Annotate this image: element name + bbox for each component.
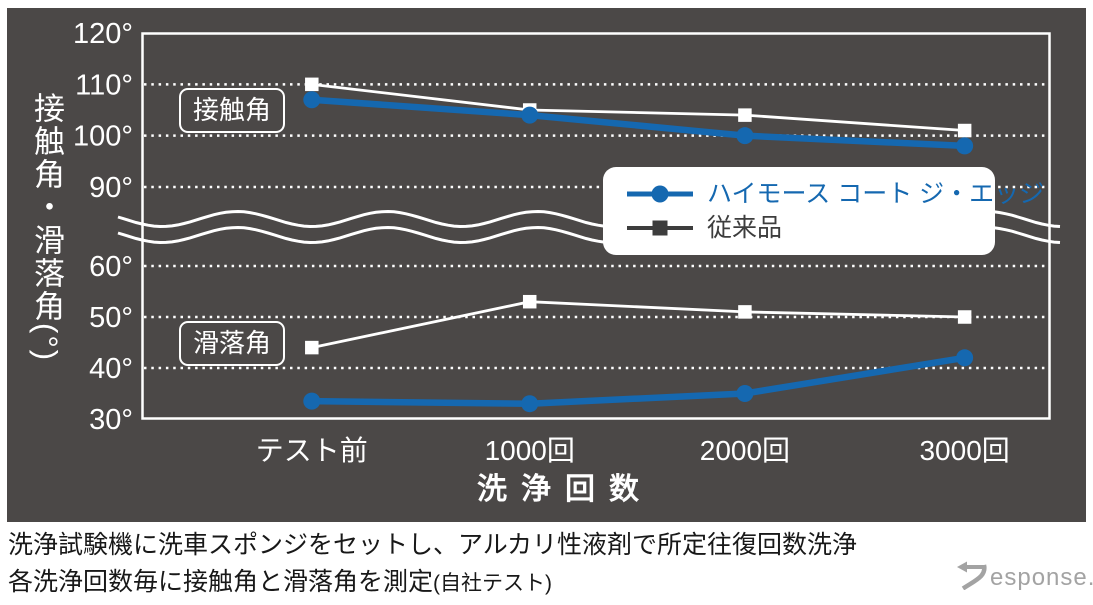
y-tick-40: 40° xyxy=(89,353,133,385)
y-tick-30: 30° xyxy=(89,404,133,436)
y-tick-60: 60° xyxy=(89,251,133,283)
chart-caption: 洗浄試験機に洗車スポンジをセットし、アルカリ性液剤で所定往復回数洗浄 各洗浄回数… xyxy=(8,527,857,602)
square-marker-icon xyxy=(305,77,319,92)
series-line-滑落角-conventional xyxy=(311,300,965,349)
chart-legend: ハイモース コート ジ・エッジ 従来品 xyxy=(603,167,1044,255)
chart-panel: 120° 110° 100° 90° 60° 50° 40° 30° テスト前 1000回 2000… xyxy=(7,8,1086,522)
square-marker-icon xyxy=(957,310,972,324)
square-marker-icon xyxy=(738,108,752,122)
circle-marker-icon xyxy=(303,91,321,109)
series-line-接触角-conventional xyxy=(311,82,965,132)
x-tick-3: 3000回 xyxy=(919,435,1009,466)
caption-note: (自社テスト) xyxy=(433,572,553,595)
sliding-angle-label: 滑落角 xyxy=(193,328,272,358)
square-marker-icon xyxy=(738,305,752,319)
circle-marker-icon xyxy=(736,385,754,402)
contact-angle-label-box: 接触角 xyxy=(179,88,286,133)
circle-marker-icon xyxy=(736,127,754,145)
legend-line-square-icon xyxy=(627,218,693,238)
response-logo-r-icon xyxy=(957,561,987,590)
legend-entry-conventional: 従来品 xyxy=(627,211,995,245)
square-marker-icon xyxy=(652,220,668,236)
contact-angle-label: 接触角 xyxy=(193,95,272,125)
legend-entry-himohs: ハイモース コート ジ・エッジ xyxy=(627,177,1044,211)
circle-marker-icon xyxy=(956,349,974,367)
sliding-angle-label-box: 滑落角 xyxy=(179,321,286,366)
y-tick-50: 50° xyxy=(89,302,133,334)
circle-marker-icon xyxy=(651,185,669,203)
y-tick-120: 120° xyxy=(73,18,133,50)
x-axis-title: 洗浄回数 xyxy=(477,473,653,506)
response-logo: esponse. xyxy=(952,558,1093,590)
circle-marker-icon xyxy=(956,137,974,155)
series-line-接触角-himohs xyxy=(311,96,965,150)
circle-marker-icon xyxy=(521,395,539,413)
caption-line-1: 洗浄試験機に洗車スポンジをセットし、アルカリ性液剤で所定往復回数洗浄 xyxy=(8,531,858,559)
y-tick-110: 110° xyxy=(75,69,133,101)
series-line-滑落角-himohs xyxy=(311,354,966,407)
circle-marker-icon xyxy=(521,106,539,124)
legend-label-conventional: 従来品 xyxy=(707,213,783,242)
circle-marker-icon xyxy=(303,392,321,410)
y-axis-title: 接触角・滑落角(°) xyxy=(29,92,64,363)
x-tick-0: テスト前 xyxy=(256,435,368,466)
chart-canvas: 120° 110° 100° 90° 60° 50° 40° 30° テスト前 1000回 2000… xyxy=(73,18,1061,466)
y-tick-100: 100° xyxy=(73,121,133,153)
response-logo-text: esponse. xyxy=(990,564,1093,591)
x-tick-2: 2000回 xyxy=(700,435,790,466)
square-marker-icon xyxy=(957,123,972,138)
y-tick-90: 90° xyxy=(89,172,133,204)
caption-line-2: 各洗浄回数毎に接触角と滑落角を測定(自社テスト) xyxy=(8,568,553,596)
legend-label-himohs: ハイモース コート ジ・エッジ xyxy=(707,179,1045,208)
x-tick-1: 1000回 xyxy=(485,435,575,466)
square-marker-icon xyxy=(305,340,319,355)
legend-line-circle-icon xyxy=(627,184,693,204)
square-marker-icon xyxy=(522,294,537,309)
